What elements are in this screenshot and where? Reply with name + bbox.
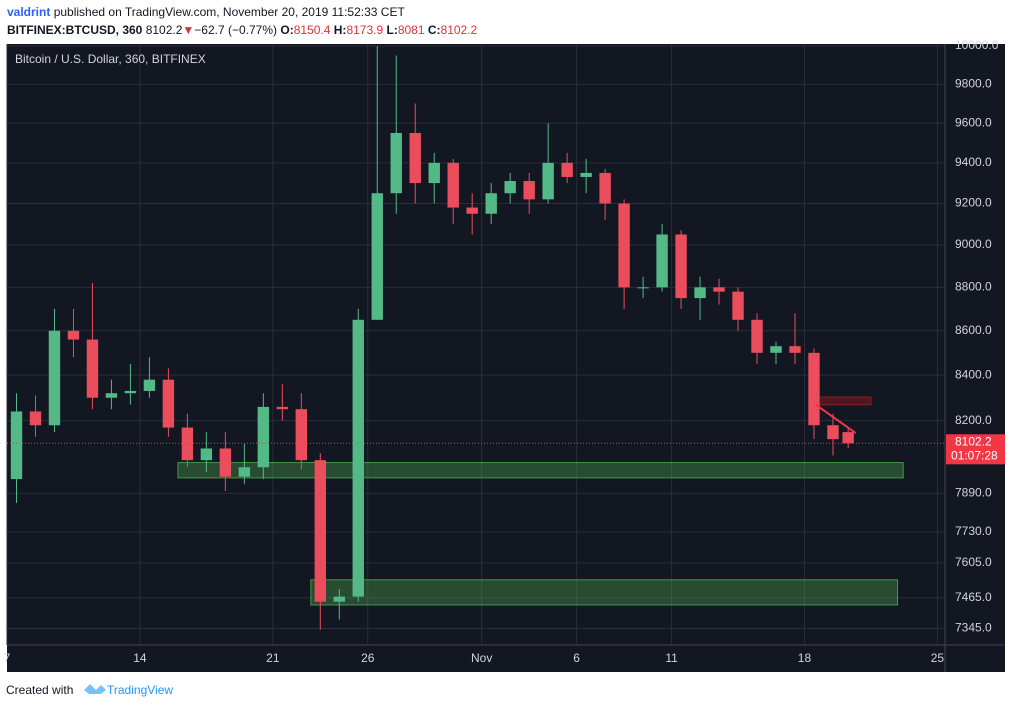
- x-tick-label: 18: [798, 651, 812, 665]
- candle-body: [732, 291, 744, 320]
- x-tick-label: 11: [665, 651, 678, 665]
- arrow: ▼: [182, 23, 195, 37]
- x-tick-label: 14: [133, 651, 147, 665]
- last: 8102.2: [145, 23, 183, 37]
- candle-body: [713, 287, 725, 292]
- candle-body: [200, 448, 213, 461]
- symbol-line: BITFINEX:BTCUSD, 360 8102.2▼−62.7 (−0.77…: [7, 23, 477, 37]
- candle-body: [124, 390, 137, 394]
- published: published on TradingView.com, November 2…: [53, 5, 405, 19]
- candle-body: [314, 460, 326, 602]
- candle-body: [561, 162, 573, 177]
- candle-body: [694, 287, 706, 299]
- candle-body: [808, 352, 820, 426]
- candle-body: [219, 448, 232, 477]
- candle-body: [751, 319, 763, 353]
- zone: [177, 462, 904, 479]
- candle-body: [48, 330, 61, 426]
- c-label: C:: [427, 23, 441, 37]
- symbol: BITFINEX:BTCUSD, 360: [7, 23, 143, 37]
- candle-body: [447, 162, 459, 208]
- trendline: [815, 404, 857, 434]
- author[interactable]: valdrint: [7, 5, 51, 19]
- x-tick-label: 21: [266, 651, 280, 665]
- candle-body: [504, 181, 516, 194]
- y-tick-label: 9400.0: [955, 155, 992, 169]
- o-value: 8150.4: [293, 23, 331, 37]
- y-tick-label: 7345.0: [955, 621, 992, 635]
- candle-body: [789, 346, 801, 353]
- x-tick-label: 25: [931, 651, 945, 665]
- candle-body: [295, 409, 308, 461]
- candle-body: [770, 346, 782, 353]
- y-tick-label: 10000.0: [955, 38, 999, 52]
- candle-body: [428, 162, 440, 184]
- candle-body: [466, 207, 478, 214]
- candle-body: [181, 427, 194, 461]
- y-tick-label: 9000.0: [955, 237, 992, 251]
- zone: [815, 396, 872, 406]
- candle-body: [86, 339, 99, 398]
- candle-body: [580, 172, 592, 177]
- candle-body: [257, 406, 270, 468]
- countdown: 01:07:28: [951, 448, 998, 462]
- y-tick-label: 9600.0: [955, 115, 992, 129]
- candle-body: [390, 132, 402, 194]
- y-tick-label: 8400.0: [955, 367, 992, 381]
- x-tick-label: 26: [361, 651, 375, 665]
- candle-body: [352, 319, 364, 597]
- y-tick-label: 7890.0: [955, 486, 992, 500]
- chart-bg: [7, 44, 1005, 672]
- candle-body: [637, 287, 649, 289]
- y-tick-label: 9200.0: [955, 196, 992, 210]
- candle-body: [827, 425, 839, 440]
- footer-brand[interactable]: TradingView: [107, 683, 173, 697]
- last-price-tag: [946, 434, 1005, 465]
- candle-body: [276, 406, 289, 410]
- chart-title: Bitcoin / U.S. Dollar, 360, BITFINEX: [15, 52, 206, 66]
- candle-body: [409, 132, 421, 184]
- y-tick-label: 8200.0: [955, 413, 992, 427]
- candle-body: [618, 203, 630, 288]
- h-label: H:: [333, 23, 347, 37]
- candle-body: [842, 432, 854, 444]
- l-label: L:: [386, 23, 398, 37]
- footer-created: Created with: [6, 683, 73, 697]
- l-value: 8081: [397, 23, 425, 37]
- zone: [310, 579, 899, 606]
- candle-body: [656, 234, 668, 288]
- candle-body: [29, 411, 42, 426]
- c-value: 8102.2: [440, 23, 478, 37]
- candle-body: [238, 467, 251, 477]
- candle-body: [162, 379, 175, 428]
- candle-body: [67, 330, 80, 340]
- o-label: O:: [280, 23, 294, 37]
- change: −62.7 (−0.77%): [194, 23, 278, 37]
- y-tick-label: 7605.0: [955, 555, 992, 569]
- x-tick-label: Nov: [471, 651, 492, 665]
- publish-line: valdrint published on TradingView.com, N…: [7, 5, 405, 19]
- candle-body: [675, 234, 687, 299]
- y-tick-label: 8600.0: [955, 323, 992, 337]
- candle-body: [105, 393, 118, 398]
- h-value: 8173.9: [346, 23, 384, 37]
- y-tick-label: 9800.0: [955, 76, 992, 90]
- candle-body: [523, 181, 535, 200]
- candle-body: [542, 162, 554, 200]
- candle-body: [10, 411, 23, 480]
- candle-body: [371, 193, 383, 320]
- candle-body: [143, 379, 156, 391]
- x-tick-label: 7: [4, 651, 11, 665]
- candle-body: [485, 193, 497, 214]
- x-tick-label: 6: [573, 651, 580, 665]
- y-tick-label: 8800.0: [955, 280, 992, 294]
- last-price-label: 8102.2: [955, 434, 992, 448]
- candle-body: [599, 172, 611, 204]
- tv-logo: [84, 684, 106, 694]
- candle-body: [333, 596, 345, 602]
- y-tick-label: 7730.0: [955, 524, 992, 538]
- y-tick-label: 7465.0: [955, 590, 992, 604]
